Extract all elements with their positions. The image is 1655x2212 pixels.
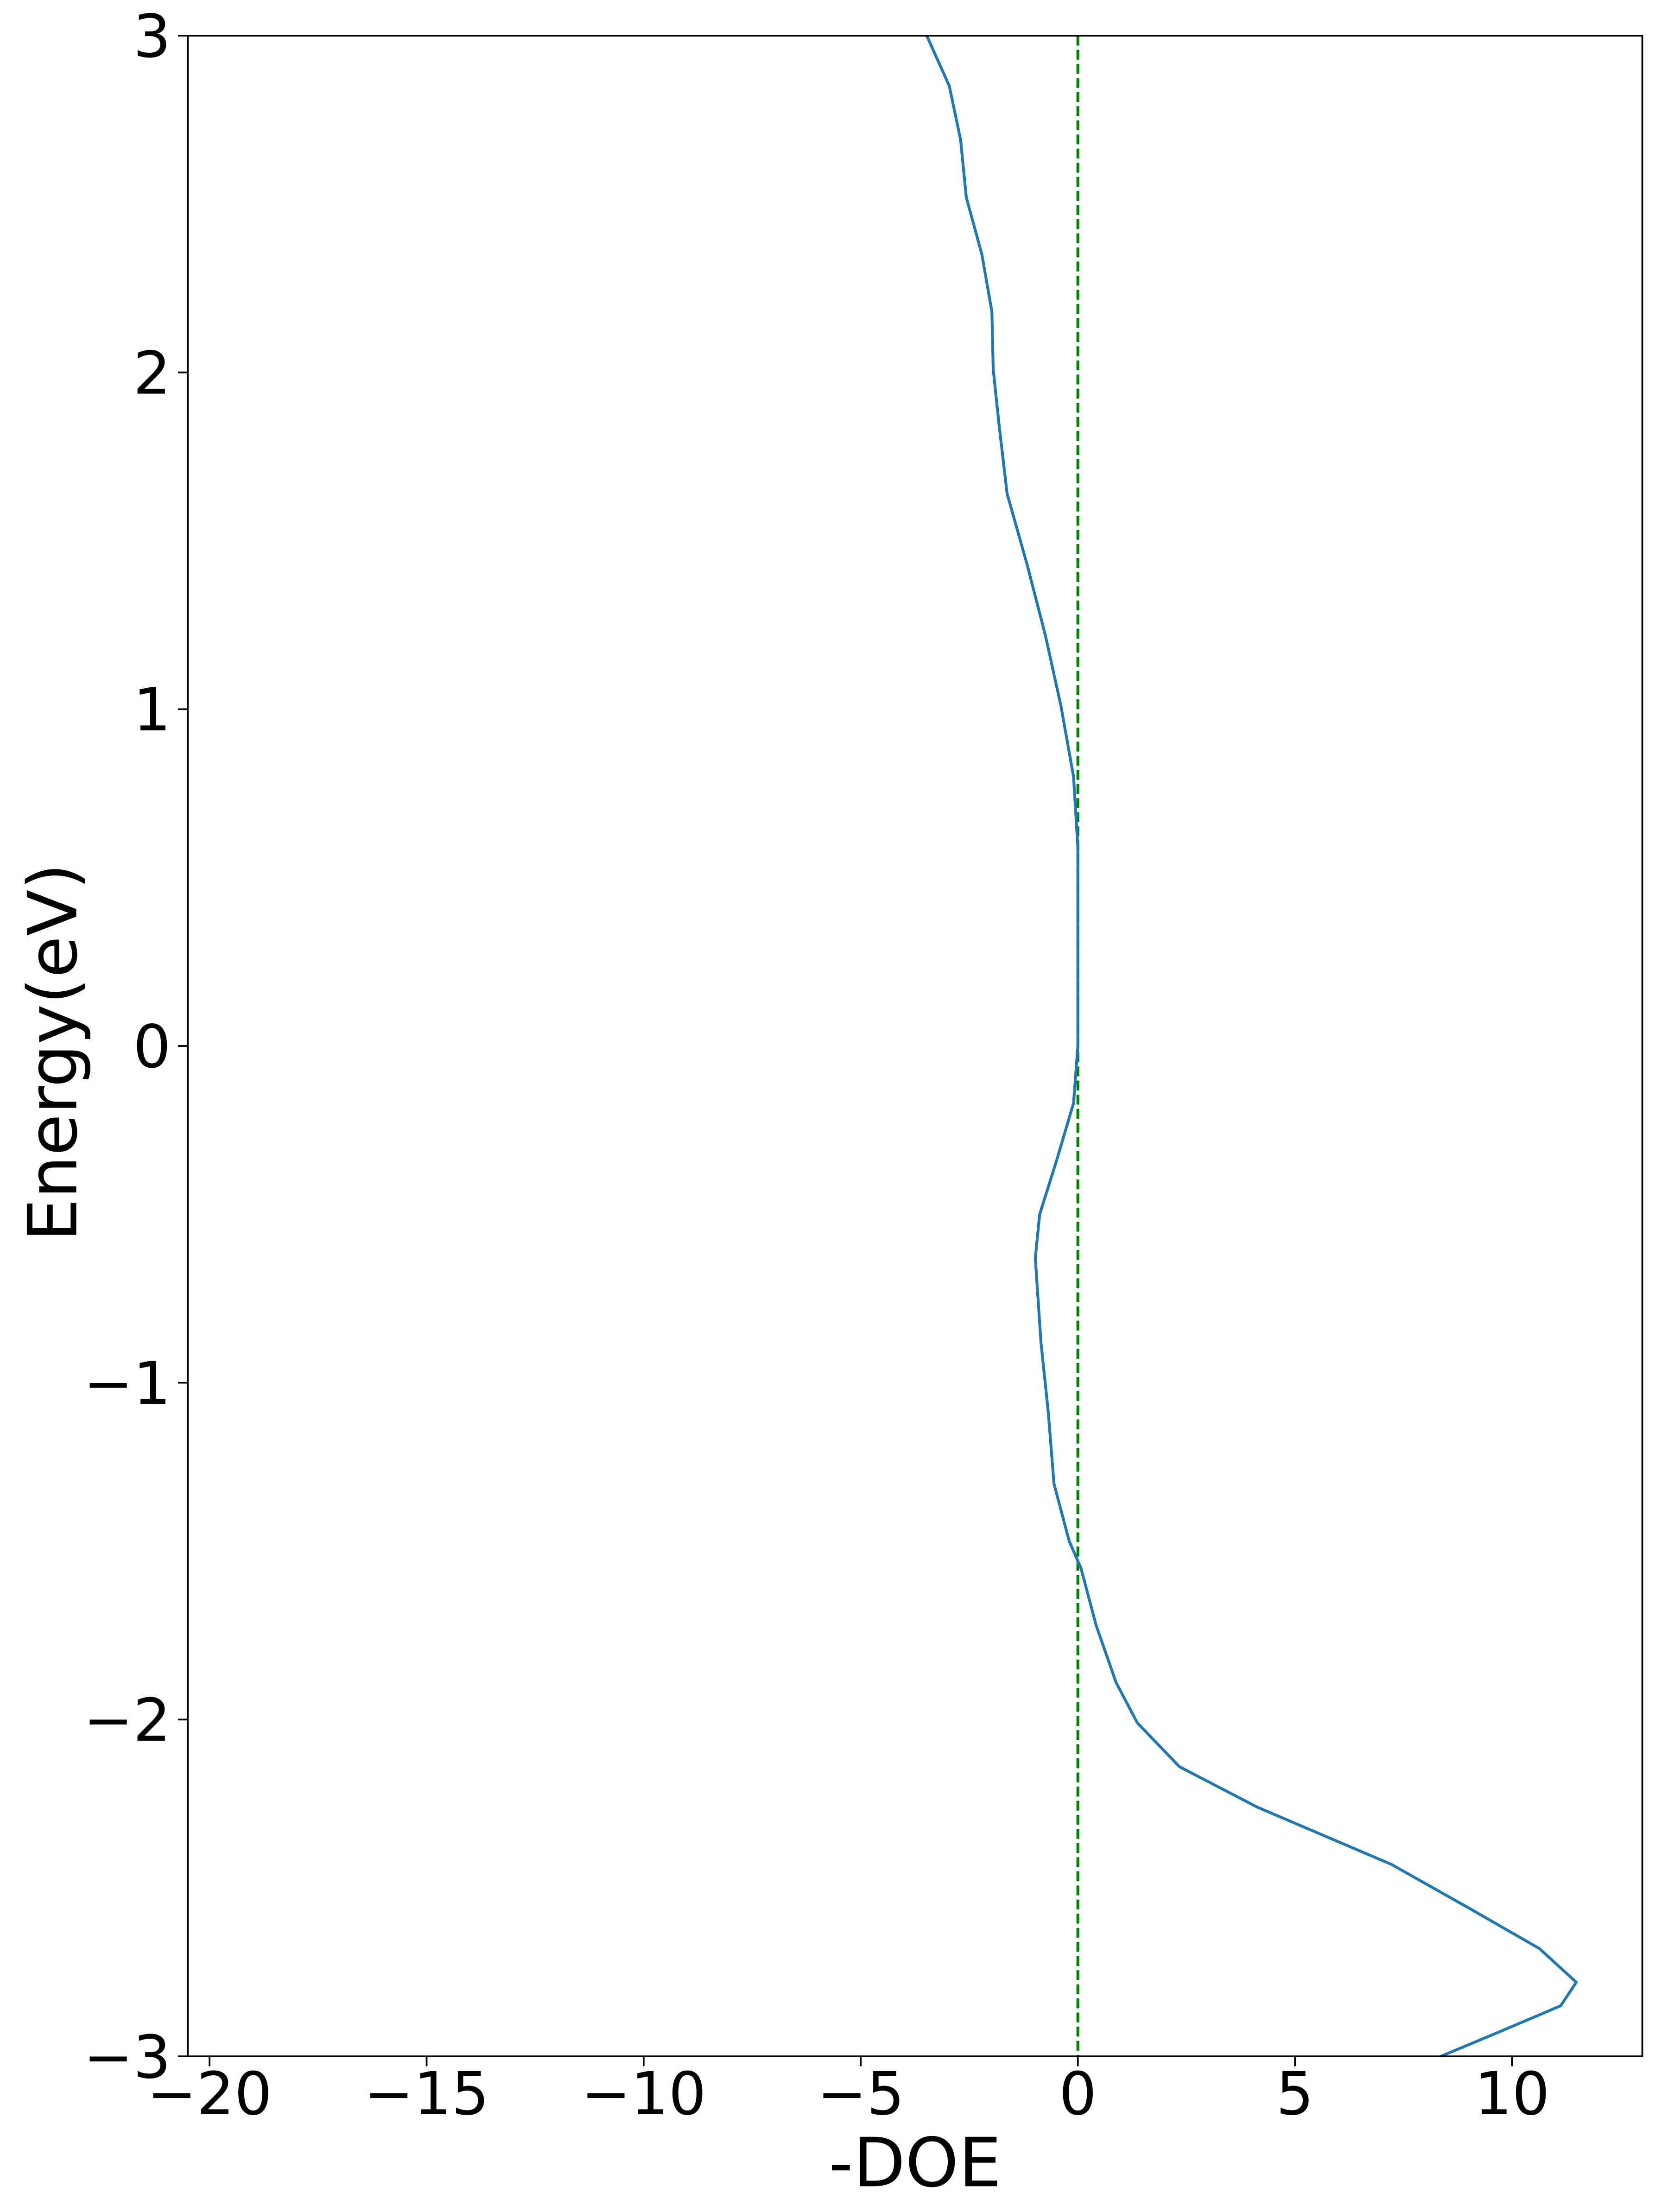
plot-frame <box>187 35 1643 2057</box>
data-line <box>925 35 1578 2058</box>
y-tick-label: −3 <box>83 2023 171 2092</box>
y-tick-label: −2 <box>83 1686 171 1755</box>
x-tick-label: 10 <box>1474 2060 1550 2129</box>
y-tick-label: −1 <box>83 1349 171 1418</box>
x-tick-label: −10 <box>581 2060 706 2129</box>
x-tick-label: 0 <box>1059 2060 1097 2129</box>
y-tick-label: 0 <box>133 1013 171 1082</box>
y-axis-label: Energy(eV) <box>14 863 93 1242</box>
x-tick-label: 5 <box>1276 2060 1313 2129</box>
y-tick-label: 1 <box>133 676 171 745</box>
x-tick-label: −20 <box>147 2060 272 2129</box>
x-axis-label: -DOE <box>829 2123 1002 2202</box>
y-tick-label: 2 <box>133 339 171 408</box>
x-tick-label: −5 <box>817 2060 905 2129</box>
x-tick-label: −15 <box>364 2060 489 2129</box>
y-tick-label: 3 <box>133 2 171 71</box>
